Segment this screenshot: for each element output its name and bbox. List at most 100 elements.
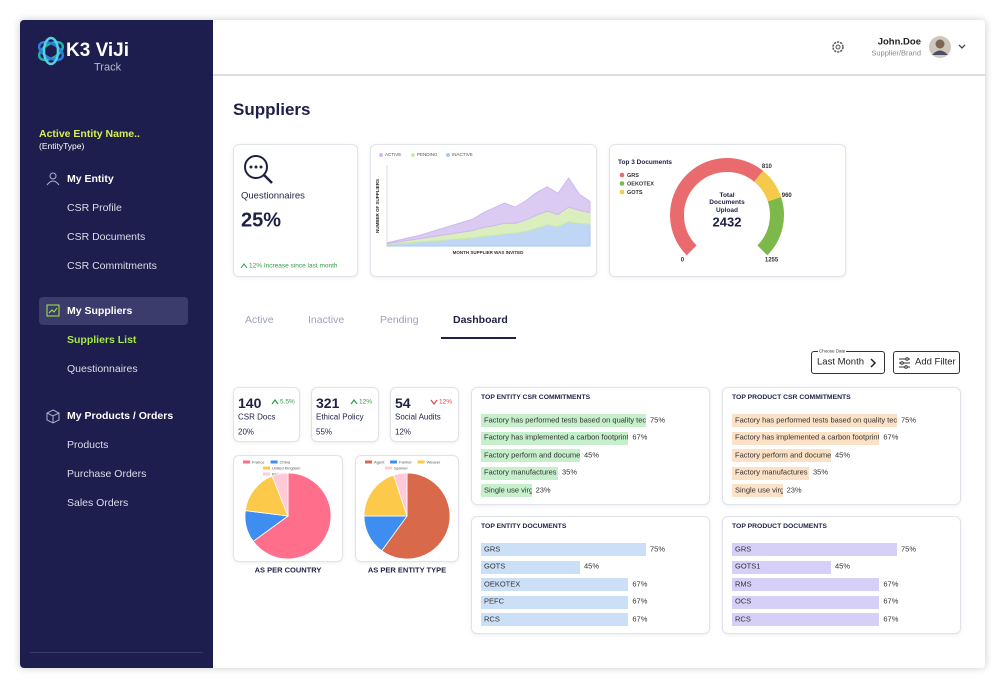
nav-item[interactable]: Products (67, 438, 109, 451)
stat-value: 54 (395, 394, 411, 411)
bar-value: 67% (883, 596, 899, 606)
add-filter[interactable] (893, 351, 960, 374)
bar-value: 75% (901, 415, 917, 425)
legend-swatch (263, 466, 270, 470)
trend-up (350, 399, 358, 405)
icon (904, 365, 908, 369)
bar-label: GOTS (484, 561, 506, 571)
pie-caption: AS PER COUNTRY (254, 565, 322, 575)
date-select[interactable] (811, 351, 885, 374)
pie-slice (271, 472, 289, 517)
bar: GOTS1 (732, 560, 831, 574)
tab[interactable]: Inactive (308, 313, 345, 326)
nav-section[interactable]: My Suppliers (67, 304, 133, 317)
gauge-title: Top 3 Documents (618, 159, 672, 166)
gauge-total: 2432 (712, 214, 742, 230)
bar-label: RCS (735, 614, 751, 624)
bar: Factory has performed tests based on qua… (732, 414, 897, 427)
trend-icon (240, 263, 248, 269)
legend-swatch (263, 472, 270, 476)
settings-icon[interactable] (832, 41, 844, 53)
filter-icon (899, 357, 910, 369)
nav-icon (46, 172, 60, 186)
stat-change: 12% (359, 398, 373, 406)
nav-item[interactable]: Questionnaires (67, 362, 138, 375)
panel-title: TOP ENTITY CSR COMMITMENTS (481, 394, 591, 402)
stat-share: 20% (238, 427, 255, 437)
panel-title: TOP PRODUCT DOCUMENTS (732, 523, 827, 531)
bar-value: 75% (650, 415, 666, 425)
bar-label: Factory perform and documents wastewater… (735, 450, 831, 460)
pie-slice (252, 472, 332, 560)
bar-label: Factory manufactures organic..... (735, 467, 809, 477)
questionnaire-note: 12% Increase since last month (249, 262, 338, 270)
bar: GRS (481, 543, 646, 556)
nav-item[interactable]: Sales Orders (67, 496, 129, 509)
nav-item[interactable]: Purchase Orders (67, 467, 147, 480)
bar: Factory has implemented a carbon footpri… (732, 431, 880, 445)
user-menu-chevron (958, 44, 966, 49)
stat-label: Social Audits (395, 412, 441, 422)
bar-label: Factory perform and documents wastewater… (484, 450, 580, 460)
page-title: Suppliers (233, 100, 311, 120)
entity-type: (EntityType) (39, 141, 85, 152)
bar-value: 75% (901, 544, 917, 554)
sidebar (20, 20, 213, 668)
legend-dot (446, 153, 450, 157)
trend-up (240, 263, 248, 269)
legend-label: ACTIVE (385, 152, 401, 157)
bar: Factory has performed tests based on qua… (481, 414, 646, 427)
trend-icon (430, 399, 438, 405)
legend-label: INACTIVE (452, 152, 473, 157)
legend-label: France (252, 460, 265, 465)
bar: GRS (732, 543, 897, 556)
header-divider (213, 74, 985, 76)
date-select-value: Last Month (817, 356, 864, 368)
tab[interactable]: Active (245, 313, 274, 326)
bar-value: 67% (883, 579, 899, 589)
bar: RCS (732, 613, 880, 626)
legend-dot (379, 153, 383, 157)
nav-item[interactable]: CSR Profile (67, 201, 122, 214)
bar-value: 45% (584, 450, 600, 460)
bar-label: Single use virgin plastic....... (484, 485, 532, 495)
nav-icon (46, 409, 60, 424)
bar-value: 35% (562, 467, 578, 477)
nav-item[interactable]: Suppliers List (67, 333, 137, 346)
tab[interactable]: Pending (380, 313, 419, 326)
bar-value: 67% (883, 614, 899, 624)
pie-slice (363, 474, 408, 517)
nav-item[interactable]: CSR Commitments (67, 259, 157, 272)
tab[interactable]: Dashboard (453, 313, 508, 326)
gauge-tick-label: 1255 (765, 258, 779, 264)
bar: Factory has implemented a carbon footpri… (481, 431, 629, 445)
nav-section[interactable]: My Products / Orders (67, 409, 174, 422)
bar-value: 67% (883, 432, 899, 442)
nav-item[interactable]: CSR Documents (67, 230, 146, 243)
legend-label: GRS (627, 173, 639, 179)
settings-icon-core (835, 44, 841, 50)
bar-value: 45% (835, 450, 851, 460)
legend-swatch (385, 466, 392, 470)
bar-label: RMS (735, 579, 752, 589)
logo-ring (42, 36, 60, 66)
bar-label: RCS (484, 614, 500, 624)
icon (49, 172, 57, 180)
entity-name: Active Entity Name.. (39, 127, 140, 140)
stat-change: 12% (439, 398, 453, 406)
nav-icon (46, 304, 60, 317)
bar: GOTS (481, 560, 580, 574)
legend-label: Agent (374, 460, 385, 465)
legend-swatch (417, 460, 425, 464)
nav-section[interactable]: My Entity (67, 172, 114, 185)
trend-icon (350, 399, 358, 405)
bar-value: 45% (835, 561, 851, 571)
area-series (386, 177, 591, 245)
icon (259, 165, 263, 169)
legend-dot (411, 153, 415, 157)
bar-label: Factory manufactures organic..... (484, 467, 558, 477)
pie-slice (393, 472, 408, 517)
y-axis-label: NUMBER OF SUPPLIERS (375, 179, 380, 233)
icon (46, 180, 60, 186)
